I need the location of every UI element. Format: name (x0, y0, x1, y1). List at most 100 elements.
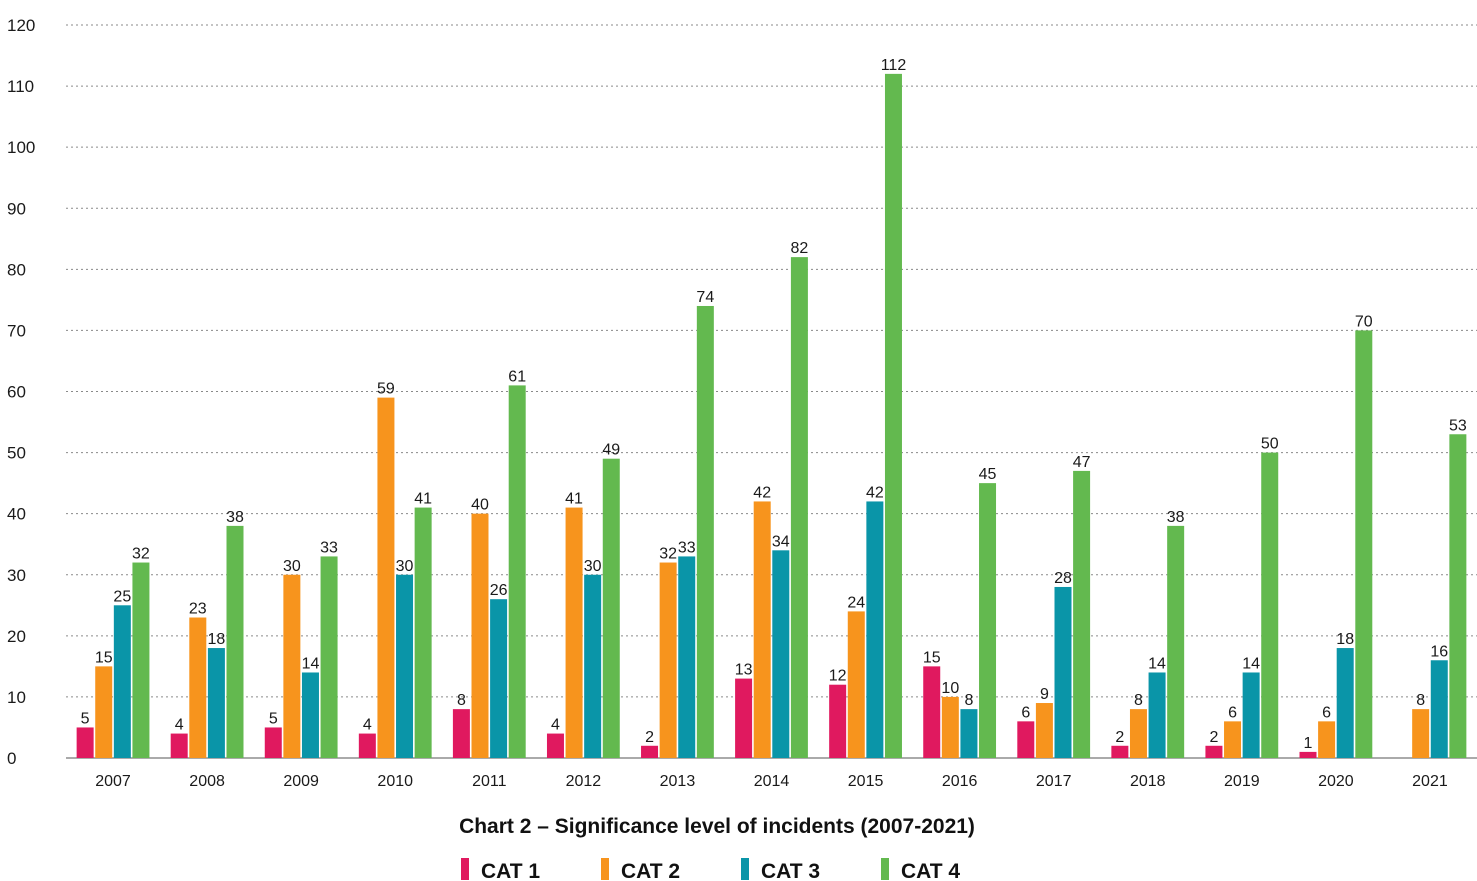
data-label: 14 (302, 655, 320, 672)
data-label: 2 (1115, 729, 1124, 746)
bar-cat-3-2014 (772, 550, 790, 758)
bar-cat-1-2019 (1205, 745, 1223, 758)
data-label: 47 (1073, 454, 1091, 471)
data-label: 59 (377, 381, 395, 398)
bar-cat-4-2012 (602, 458, 620, 758)
bar-cat-3-2007 (113, 605, 131, 758)
bar-cat-2-2008 (189, 617, 207, 758)
y-tick-label: 0 (7, 749, 16, 768)
bar-cat-1-2009 (264, 727, 282, 758)
data-label: 4 (551, 717, 560, 734)
bar-cat-2-2011 (471, 513, 489, 758)
bar-cat-4-2008 (226, 525, 244, 758)
data-label: 15 (923, 649, 941, 666)
bar-cat-3-2013 (678, 556, 696, 758)
bar-cat-2-2014 (753, 501, 771, 758)
data-label: 38 (226, 509, 244, 526)
bar-cat-2-2021 (1412, 709, 1430, 758)
data-label: 42 (753, 484, 771, 501)
data-label: 26 (490, 582, 508, 599)
data-label: 8 (964, 692, 973, 709)
data-label: 9 (1040, 686, 1049, 703)
data-label: 42 (866, 484, 884, 501)
bar-cat-1-2018 (1111, 745, 1129, 758)
bar-cat-1-2015 (829, 684, 847, 758)
data-label: 30 (396, 558, 414, 575)
data-label: 38 (1167, 509, 1185, 526)
bar-cat-2-2016 (941, 696, 959, 758)
data-label: 13 (735, 662, 753, 679)
legend-swatch-cat-1 (461, 858, 469, 880)
data-label: 10 (941, 680, 959, 697)
data-label: 6 (1322, 704, 1331, 721)
legend-swatch-cat-3 (741, 858, 749, 880)
bar-cat-4-2013 (696, 305, 714, 758)
bar-cat-4-2016 (979, 483, 997, 758)
bar-cat-4-2017 (1073, 470, 1091, 758)
data-label: 45 (979, 466, 997, 483)
data-label: 32 (659, 546, 677, 563)
data-label: 23 (189, 601, 207, 618)
legend-swatch-cat-4 (881, 858, 889, 880)
bar-cat-2-2010 (377, 397, 395, 758)
data-label: 14 (1148, 655, 1166, 672)
bar-cat-1-2014 (735, 678, 753, 758)
bar-cat-3-2015 (866, 501, 884, 758)
x-tick-label: 2014 (754, 773, 790, 790)
y-tick-label: 30 (7, 566, 26, 585)
y-tick-label: 100 (7, 138, 35, 157)
data-label: 4 (363, 717, 372, 734)
data-label: 112 (881, 57, 907, 74)
legend-swatch-cat-2 (601, 858, 609, 880)
y-tick-label: 50 (7, 444, 26, 463)
gridlines (66, 24, 1477, 759)
x-tick-label: 2019 (1224, 773, 1260, 790)
chart-title: Chart 2 – Significance level of incident… (459, 815, 975, 838)
bar-cat-4-2010 (414, 507, 432, 758)
bar-cat-3-2010 (396, 574, 414, 758)
data-label: 25 (113, 588, 131, 605)
bar-cat-4-2009 (320, 556, 338, 758)
data-label: 74 (696, 289, 714, 306)
x-tick-label: 2009 (283, 773, 319, 790)
data-label: 50 (1261, 436, 1279, 453)
data-label: 4 (175, 717, 184, 734)
legend: CAT 1 CAT 2 CAT 3 CAT 4 (461, 858, 960, 881)
y-tick-label: 60 (7, 383, 26, 402)
bar-cat-4-2019 (1261, 452, 1279, 758)
data-label: 82 (791, 240, 809, 257)
y-tick-label: 90 (7, 199, 26, 218)
data-label: 49 (602, 442, 620, 459)
data-label: 2 (1209, 729, 1218, 746)
bar-cat-3-2019 (1242, 672, 1260, 758)
data-label: 2 (645, 729, 654, 746)
data-label: 8 (457, 692, 466, 709)
bar-cat-1-2010 (358, 733, 376, 758)
data-label: 33 (320, 539, 338, 556)
x-tick-label: 2015 (848, 773, 884, 790)
data-label: 34 (772, 533, 790, 550)
bar-cat-2-2018 (1129, 709, 1147, 758)
y-tick-label: 10 (7, 688, 26, 707)
y-tick-label: 120 (7, 16, 35, 35)
bar-cat-3-2016 (960, 709, 978, 758)
bar-cat-1-2012 (546, 733, 564, 758)
data-label: 6 (1021, 704, 1030, 721)
bar-cat-1-2017 (1017, 721, 1035, 758)
data-label: 5 (269, 710, 278, 727)
data-label: 15 (95, 649, 113, 666)
bar-cat-4-2021 (1449, 434, 1467, 758)
bar-cat-2-2009 (283, 574, 301, 758)
bars (76, 73, 1467, 758)
data-label: 8 (1416, 692, 1425, 709)
bar-cat-2-2015 (847, 611, 865, 758)
x-tick-label: 2013 (660, 773, 696, 790)
bar-cat-4-2007 (132, 562, 150, 758)
y-axis-ticks: 0 10 20 30 40 50 60 70 80 90 100 110 120 (7, 16, 35, 768)
data-label: 5 (81, 710, 90, 727)
data-label: 8 (1134, 692, 1143, 709)
bar-cat-3-2012 (584, 574, 602, 758)
bar-cat-3-2009 (301, 672, 319, 758)
bar-cat-4-2014 (790, 257, 808, 758)
